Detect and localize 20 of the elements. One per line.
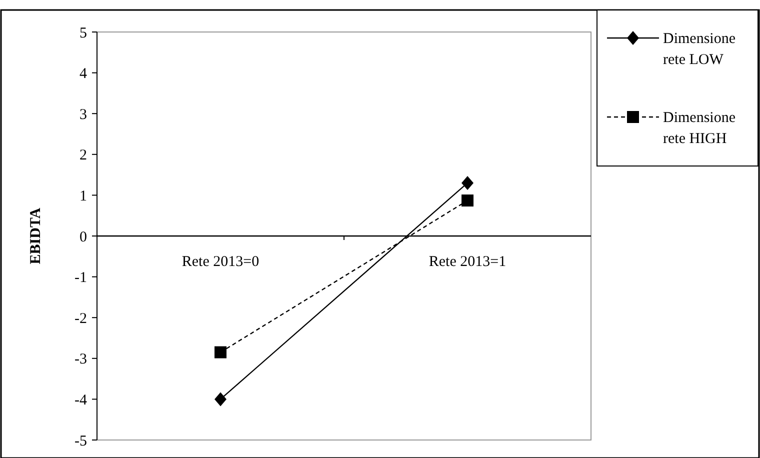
y-tick-label: -1 [74, 270, 87, 286]
legend-label: Dimensione rete LOW [663, 31, 736, 68]
y-tick-label: -2 [74, 310, 87, 327]
y-tick-label: 4 [80, 66, 88, 82]
y-tick-label: 3 [80, 106, 87, 123]
x-tick-label: Rete 2013=0 [182, 254, 260, 270]
y-tick-label: 1 [80, 188, 87, 204]
point [462, 176, 474, 190]
y-tick-label: -3 [74, 352, 87, 368]
y-tick-label: -5 [74, 433, 87, 450]
x-tick-label: Rete 2013=1 [428, 254, 506, 270]
point [214, 392, 226, 406]
point [214, 346, 226, 358]
point [462, 194, 474, 207]
y-tick-label: 2 [80, 148, 87, 164]
y-tick-label: -4 [74, 392, 88, 408]
y-tick-label: 5 [80, 25, 87, 42]
y-axis-title: EBIDTA [28, 208, 44, 264]
legend-label: Dimensione rete HIGH [663, 110, 736, 147]
y-tick-label: 0 [80, 229, 87, 246]
